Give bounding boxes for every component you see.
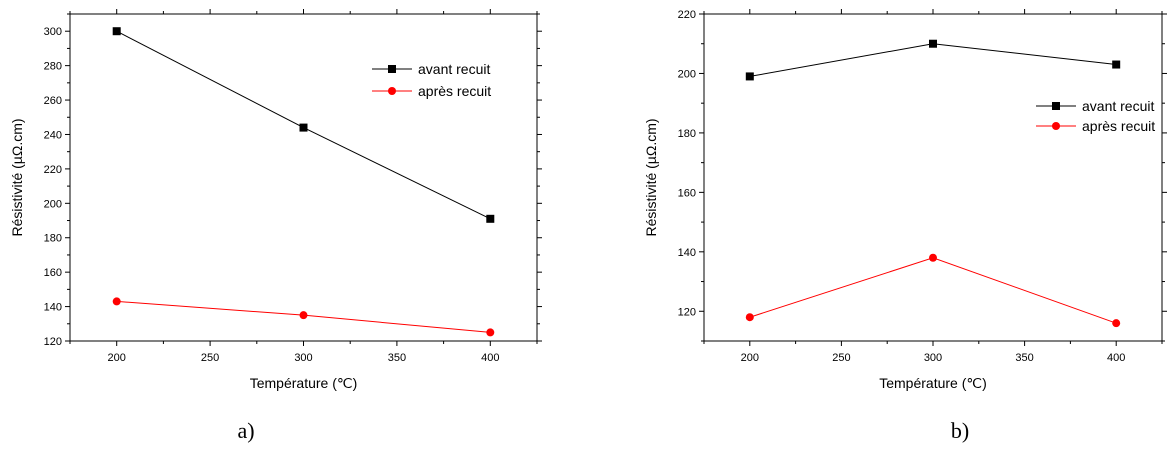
x-tick-label: 200 xyxy=(741,352,759,364)
x-tick-label: 300 xyxy=(294,352,312,364)
y-axis-label: Résistivité (µΩ.cm) xyxy=(643,118,659,236)
data-point-square xyxy=(299,123,308,132)
panel-caption: b) xyxy=(951,418,969,443)
y-tick-label: 120 xyxy=(44,336,62,348)
data-point-circle xyxy=(486,328,495,337)
y-tick-label: 260 xyxy=(44,95,62,107)
legend-marker-circle xyxy=(388,87,396,95)
x-tick-label: 300 xyxy=(924,352,942,364)
y-tick-label: 140 xyxy=(44,302,62,314)
y-tick-label: 200 xyxy=(44,198,62,210)
y-tick-label: 160 xyxy=(678,187,696,199)
legend-marker-square xyxy=(388,65,396,73)
data-point-square xyxy=(486,214,495,223)
y-tick-label: 200 xyxy=(678,68,696,80)
y-tick-label: 280 xyxy=(44,61,62,73)
y-tick-label: 300 xyxy=(44,26,62,38)
series-line-0 xyxy=(749,43,1117,77)
data-point-circle xyxy=(299,311,308,320)
x-tick-label: 250 xyxy=(201,352,219,364)
x-tick-label: 400 xyxy=(1107,352,1125,364)
y-tick-label: 240 xyxy=(44,129,62,141)
legend-marker-circle xyxy=(1052,122,1060,130)
x-tick-label: 400 xyxy=(481,352,499,364)
x-axis-label: Température (℃) xyxy=(879,375,987,391)
x-tick-label: 350 xyxy=(388,352,406,364)
data-point-square xyxy=(929,39,937,48)
y-tick-label: 120 xyxy=(678,306,696,318)
panel-caption: a) xyxy=(237,418,254,443)
legend-label: avant recuit xyxy=(1082,98,1154,114)
data-point-circle xyxy=(929,253,937,262)
data-point-circle xyxy=(1112,319,1121,328)
data-point-square xyxy=(745,72,754,81)
plot-frame xyxy=(703,13,1163,342)
y-tick-label: 220 xyxy=(44,164,62,176)
chart-panel-a: 200 250 300 350 400 120 140 160 180 200 220 240 260 2… xyxy=(9,9,542,443)
x-tick-label: 350 xyxy=(1015,352,1033,364)
data-point-circle xyxy=(112,297,121,306)
y-tick-label: 140 xyxy=(678,247,696,259)
x-tick-label: 250 xyxy=(832,352,850,364)
y-tick-label: 160 xyxy=(44,267,62,279)
data-point-square xyxy=(112,27,121,36)
legend-marker-square xyxy=(1052,102,1060,110)
legend-label: après recuit xyxy=(418,83,491,99)
y-tick-label: 220 xyxy=(678,9,696,21)
y-axis-label: Résistivité (µΩ.cm) xyxy=(9,118,25,236)
legend-label: après recuit xyxy=(1082,118,1155,134)
data-point-circle xyxy=(745,313,754,322)
y-tick-label: 180 xyxy=(678,128,696,140)
x-tick-label: 200 xyxy=(108,352,126,364)
series-line-1 xyxy=(749,257,1117,324)
legend-label: avant recuit xyxy=(418,61,490,77)
x-axis-label: Température (℃) xyxy=(250,375,358,391)
data-point-square xyxy=(1112,60,1121,69)
y-tick-label: 180 xyxy=(44,233,62,245)
chart-panel-b: 200 250 300 350 400 120 140 160 180 200 220 Tempéra… xyxy=(643,9,1167,443)
